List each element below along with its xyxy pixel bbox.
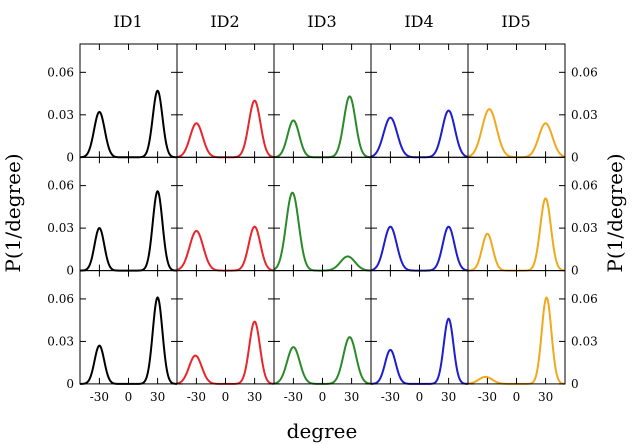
series-line-r2-id5 xyxy=(467,197,566,272)
y-axis-label-right: P(1/degree) xyxy=(603,153,627,272)
y-tick-label-left: 0.03 xyxy=(47,334,74,348)
panel-frame-r2-c3 xyxy=(273,156,372,272)
series-line-r3-id2 xyxy=(176,320,275,385)
plot-area: -30 -30 -30 -30 -30 0 0 0 0 0 30 30 30 30 30 0 0 0 0 0 0 0.03… xyxy=(47,43,598,404)
x-tick-label: 30 xyxy=(247,390,262,404)
y-tick-label-right: 0 xyxy=(571,377,579,391)
x-tick-label: 0 xyxy=(319,390,327,404)
panel-frame-r1-c2 xyxy=(176,43,275,158)
panel-frame-r3-c4 xyxy=(370,270,469,385)
series-line-r3-id4 xyxy=(370,317,469,385)
x-tick-label: 30 xyxy=(441,390,456,404)
y-tick-label-right: 0.06 xyxy=(571,179,598,193)
y-tick-label-left: 0 xyxy=(66,377,74,391)
column-title-id4: ID4 xyxy=(404,12,433,31)
y-tick-label-left: 0.03 xyxy=(47,221,74,235)
series-line-r3-id3 xyxy=(273,336,372,385)
y-tick-label-right: 0.06 xyxy=(571,292,598,306)
y-axis-label-left: P(1/degree) xyxy=(1,153,25,272)
series-line-r3-id5 xyxy=(467,296,566,385)
series-line-r2-id3 xyxy=(273,191,372,272)
panel-frame-r1-c3 xyxy=(273,43,372,158)
panel-frame-r3-c2 xyxy=(176,270,275,385)
series-line-r1-id2 xyxy=(176,99,275,159)
y-tick-label-right: 0.03 xyxy=(571,221,598,235)
panel-frame-r2-c5 xyxy=(467,156,566,272)
y-tick-label-left: 0.06 xyxy=(47,292,74,306)
column-title-id2: ID2 xyxy=(210,12,239,31)
series-line-r3-id1 xyxy=(79,296,178,385)
series-line-r2-id4 xyxy=(370,225,469,272)
x-tick-label: -30 xyxy=(187,390,206,404)
x-tick-label: 0 xyxy=(222,390,230,404)
series-line-r1-id5 xyxy=(467,108,566,159)
y-tick-label-right: 0.03 xyxy=(571,334,598,348)
series-line-r2-id1 xyxy=(79,190,178,272)
y-tick-label-right: 0 xyxy=(571,264,579,278)
column-title-id5: ID5 xyxy=(501,12,530,31)
x-tick-label: 0 xyxy=(125,390,133,404)
x-tick-label: 0 xyxy=(513,390,521,404)
x-tick-label: 0 xyxy=(416,390,424,404)
series-line-r1-id1 xyxy=(79,89,178,159)
panel-frame-r1-c5 xyxy=(467,43,566,158)
series-line-r1-id4 xyxy=(370,109,469,159)
x-tick-label: -30 xyxy=(478,390,497,404)
y-tick-label-left: 0 xyxy=(66,150,74,164)
x-tick-label: -30 xyxy=(90,390,109,404)
x-tick-label: 30 xyxy=(538,390,553,404)
y-tick-label-left: 0.03 xyxy=(47,108,74,122)
x-axis-label: degree xyxy=(287,419,358,443)
panel-frame-r1-c4 xyxy=(370,43,469,158)
y-tick-label-left: 0.06 xyxy=(47,179,74,193)
y-tick-label-left: 0 xyxy=(66,264,74,278)
x-tick-label: 30 xyxy=(150,390,165,404)
x-tick-label: -30 xyxy=(381,390,400,404)
y-tick-label-right: 0.06 xyxy=(571,65,598,79)
column-title-id1: ID1 xyxy=(113,12,142,31)
panel-frame-r2-c2 xyxy=(176,156,275,272)
panel-frame-r3-c3 xyxy=(273,270,372,385)
y-tick-label-right: 0 xyxy=(571,150,579,164)
series-line-r1-id3 xyxy=(273,95,372,159)
series-line-r2-id2 xyxy=(176,225,275,272)
x-tick-label: 30 xyxy=(344,390,359,404)
y-tick-label-right: 0.03 xyxy=(571,108,598,122)
column-titles: ID1 ID2 ID3 ID4 ID5 xyxy=(113,12,530,31)
panel-frame-r2-c4 xyxy=(370,156,469,272)
column-title-id3: ID3 xyxy=(307,12,336,31)
panel-frame-r1-c1 xyxy=(79,43,178,158)
y-tick-label-left: 0.06 xyxy=(47,65,74,79)
x-tick-label: -30 xyxy=(284,390,303,404)
